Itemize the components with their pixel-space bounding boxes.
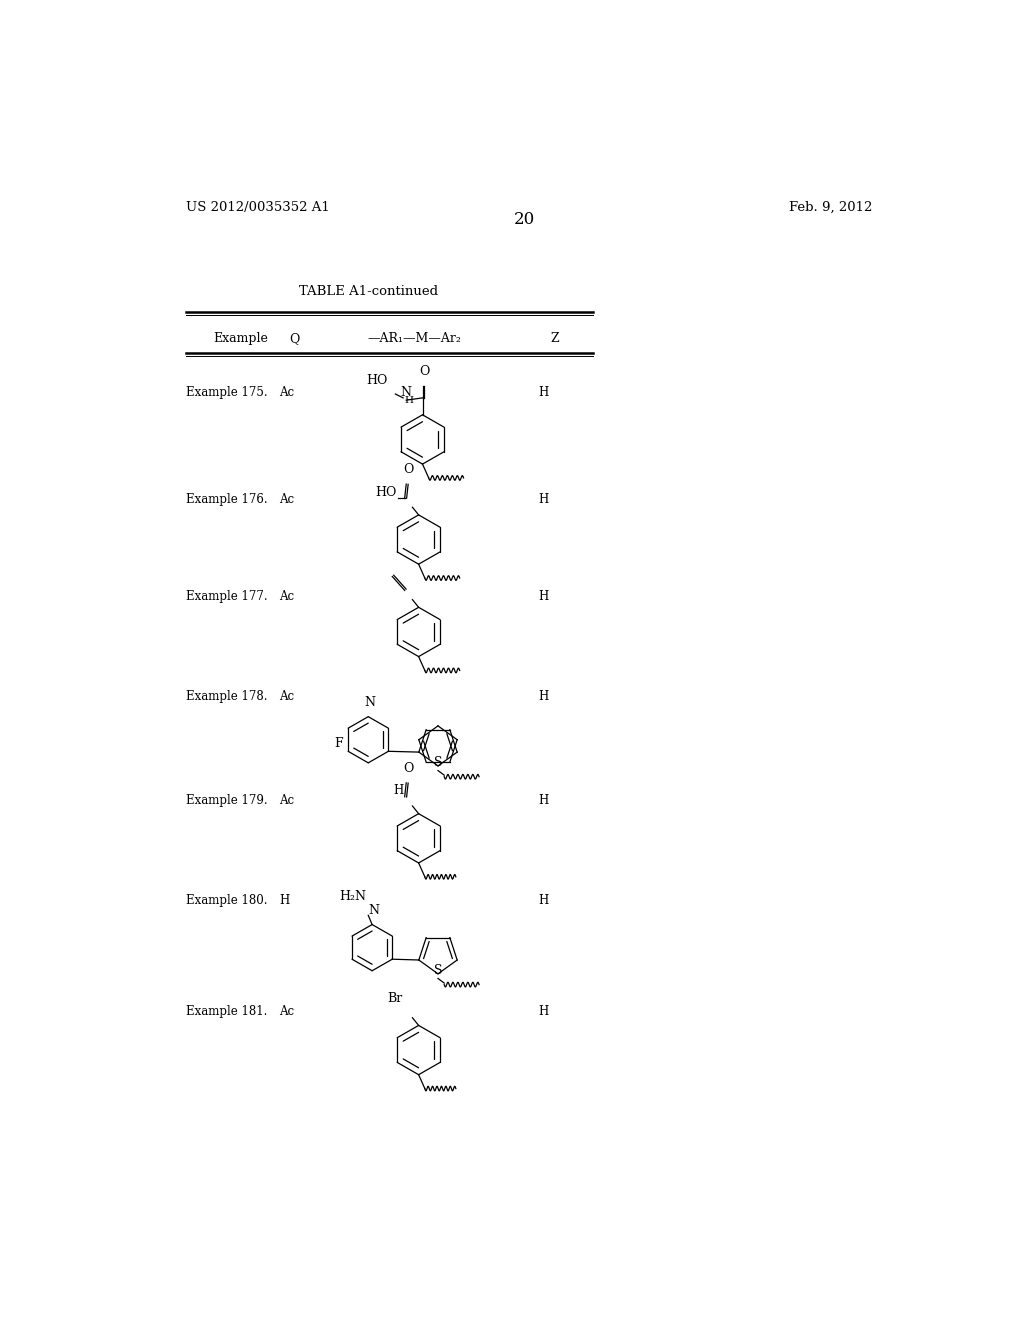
Text: Br: Br bbox=[388, 993, 402, 1006]
Text: H: H bbox=[539, 1006, 549, 1019]
Text: Ac: Ac bbox=[280, 1006, 294, 1019]
Text: H: H bbox=[539, 894, 549, 907]
Text: Example: Example bbox=[213, 331, 268, 345]
Text: Ac: Ac bbox=[280, 494, 294, 507]
Text: Example 177.: Example 177. bbox=[186, 590, 267, 603]
Text: H: H bbox=[394, 784, 404, 797]
Text: Example 180.: Example 180. bbox=[186, 894, 267, 907]
Text: H: H bbox=[280, 894, 290, 907]
Text: Q: Q bbox=[289, 331, 300, 345]
Text: Ac: Ac bbox=[280, 590, 294, 603]
Text: N: N bbox=[365, 696, 376, 709]
Text: US 2012/0035352 A1: US 2012/0035352 A1 bbox=[186, 201, 330, 214]
Text: Ac: Ac bbox=[280, 385, 294, 399]
Text: H: H bbox=[539, 590, 549, 603]
Text: H: H bbox=[539, 385, 549, 399]
Text: N: N bbox=[369, 904, 379, 917]
Text: Feb. 9, 2012: Feb. 9, 2012 bbox=[788, 201, 872, 214]
Text: H: H bbox=[404, 396, 414, 405]
Text: H: H bbox=[539, 689, 549, 702]
Text: Example 179.: Example 179. bbox=[186, 793, 267, 807]
Text: 20: 20 bbox=[514, 211, 536, 228]
Text: —AR₁—M—Ar₂: —AR₁—M—Ar₂ bbox=[368, 331, 462, 345]
Text: Ac: Ac bbox=[280, 689, 294, 702]
Text: S: S bbox=[434, 756, 442, 770]
Text: HO: HO bbox=[367, 374, 388, 387]
Text: F: F bbox=[334, 737, 343, 750]
Text: Example 175.: Example 175. bbox=[186, 385, 267, 399]
Text: O: O bbox=[420, 364, 430, 378]
Text: Example 181.: Example 181. bbox=[186, 1006, 267, 1019]
Text: Example 176.: Example 176. bbox=[186, 494, 267, 507]
Text: N: N bbox=[400, 385, 412, 399]
Text: Example 178.: Example 178. bbox=[186, 689, 267, 702]
Text: TABLE A1-continued: TABLE A1-continued bbox=[299, 285, 438, 298]
Text: H: H bbox=[539, 494, 549, 507]
Text: Ac: Ac bbox=[280, 793, 294, 807]
Text: O: O bbox=[403, 762, 414, 775]
Text: Z: Z bbox=[550, 331, 559, 345]
Text: H₂N: H₂N bbox=[340, 890, 367, 903]
Text: O: O bbox=[403, 463, 414, 477]
Text: HO: HO bbox=[375, 486, 396, 499]
Text: S: S bbox=[434, 964, 442, 977]
Text: H: H bbox=[539, 793, 549, 807]
